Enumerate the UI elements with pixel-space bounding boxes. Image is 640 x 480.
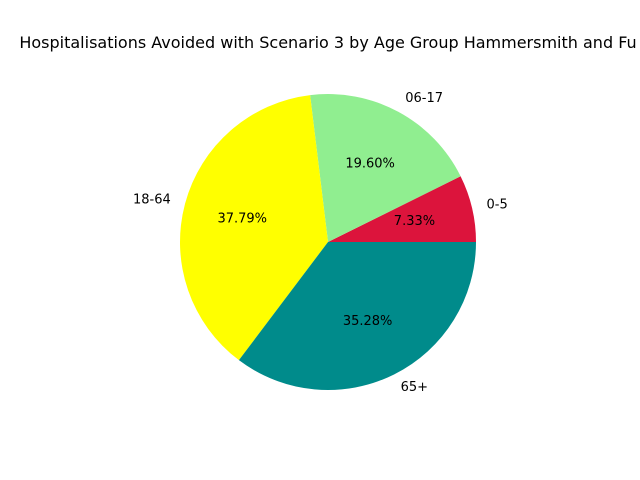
slice-percent-18-64: 37.79% — [217, 211, 267, 226]
slice-label-65+: 65+ — [401, 380, 428, 395]
slice-percent-65+: 35.28% — [343, 314, 393, 329]
slice-label-06-17: 06-17 — [405, 91, 443, 106]
pie-slice-18-64 — [180, 95, 328, 361]
slice-label-0-5: 0-5 — [487, 197, 508, 212]
chart-title: Hospitalisations Avoided with Scenario 3… — [19, 33, 637, 52]
slice-label-18-64: 18-64 — [133, 192, 171, 207]
slice-percent-06-17: 19.60% — [345, 156, 395, 171]
slice-percent-0-5: 7.33% — [394, 214, 435, 229]
pie-slice-0-5 — [328, 176, 476, 242]
pie-slice-65+ — [238, 242, 476, 391]
pie-slice-06-17 — [310, 94, 461, 242]
